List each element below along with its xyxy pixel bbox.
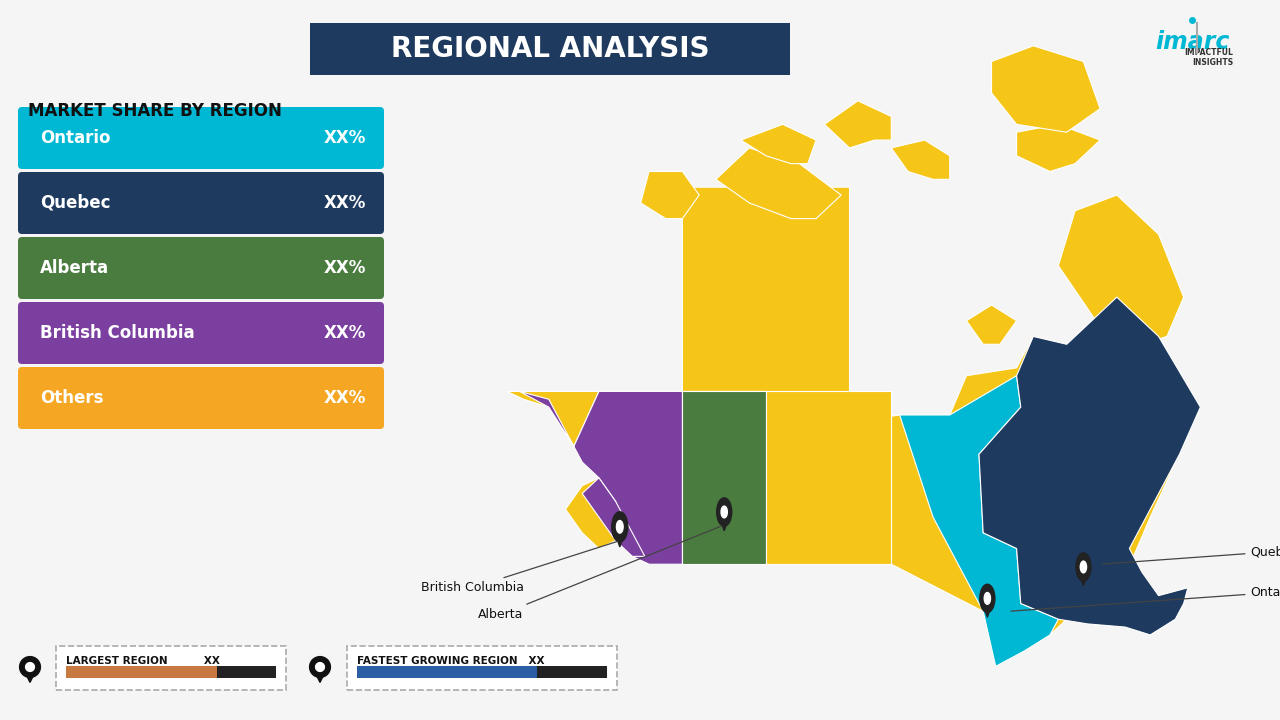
Polygon shape [582, 478, 645, 557]
Polygon shape [966, 305, 1016, 344]
FancyBboxPatch shape [310, 23, 790, 75]
FancyBboxPatch shape [357, 666, 538, 678]
FancyBboxPatch shape [18, 367, 384, 429]
Polygon shape [824, 101, 891, 148]
Text: imarc: imarc [1156, 30, 1230, 54]
Text: XX%: XX% [324, 389, 366, 407]
Text: Others: Others [40, 389, 104, 407]
Polygon shape [312, 667, 328, 683]
Text: British Columbia: British Columbia [40, 324, 195, 342]
Circle shape [19, 657, 41, 678]
Polygon shape [22, 667, 37, 683]
Circle shape [717, 498, 732, 526]
Text: Quebec: Quebec [1103, 545, 1280, 564]
FancyBboxPatch shape [347, 646, 617, 690]
Circle shape [612, 512, 627, 542]
Polygon shape [979, 297, 1201, 635]
Polygon shape [716, 148, 841, 219]
Polygon shape [718, 512, 731, 531]
FancyBboxPatch shape [357, 666, 607, 678]
Polygon shape [891, 140, 950, 179]
Circle shape [721, 506, 727, 518]
Text: Alberta: Alberta [479, 526, 722, 621]
Text: LARGEST REGION          XX: LARGEST REGION XX [67, 656, 220, 666]
Polygon shape [682, 392, 765, 564]
Polygon shape [641, 171, 699, 219]
Text: Quebec: Quebec [40, 194, 110, 212]
Text: REGIONAL ANALYSIS: REGIONAL ANALYSIS [390, 35, 709, 63]
Text: XX%: XX% [324, 129, 366, 147]
Circle shape [310, 657, 330, 678]
Circle shape [979, 584, 995, 613]
Text: FASTEST GROWING REGION   XX: FASTEST GROWING REGION XX [357, 656, 544, 666]
Text: XX%: XX% [324, 194, 366, 212]
Text: Ontario: Ontario [1011, 586, 1280, 611]
Polygon shape [741, 125, 817, 163]
Text: XX%: XX% [324, 324, 366, 342]
Circle shape [316, 662, 324, 671]
Text: Alberta: Alberta [40, 259, 109, 277]
Circle shape [984, 593, 991, 604]
Text: Ontario: Ontario [40, 129, 110, 147]
Text: British Columbia: British Columbia [421, 541, 617, 594]
Polygon shape [520, 392, 682, 564]
FancyBboxPatch shape [56, 646, 285, 690]
Polygon shape [1078, 567, 1089, 586]
Polygon shape [613, 527, 626, 547]
Polygon shape [566, 454, 649, 564]
Text: MARKET SHARE BY REGION: MARKET SHARE BY REGION [28, 102, 282, 120]
Circle shape [617, 521, 623, 533]
FancyBboxPatch shape [18, 172, 384, 234]
Polygon shape [992, 46, 1100, 132]
FancyBboxPatch shape [67, 666, 276, 678]
Circle shape [1076, 553, 1091, 581]
Circle shape [26, 662, 35, 671]
FancyBboxPatch shape [18, 107, 384, 169]
Text: IMPACTFUL
INSIGHTS: IMPACTFUL INSIGHTS [1184, 48, 1233, 68]
FancyBboxPatch shape [18, 237, 384, 299]
Polygon shape [900, 376, 1059, 666]
FancyBboxPatch shape [18, 302, 384, 364]
Polygon shape [1016, 125, 1100, 171]
Polygon shape [765, 392, 891, 564]
Text: XX%: XX% [324, 259, 366, 277]
FancyBboxPatch shape [67, 666, 218, 678]
Polygon shape [1059, 195, 1184, 344]
Polygon shape [507, 187, 1201, 659]
Polygon shape [980, 598, 993, 617]
Circle shape [1080, 561, 1087, 573]
